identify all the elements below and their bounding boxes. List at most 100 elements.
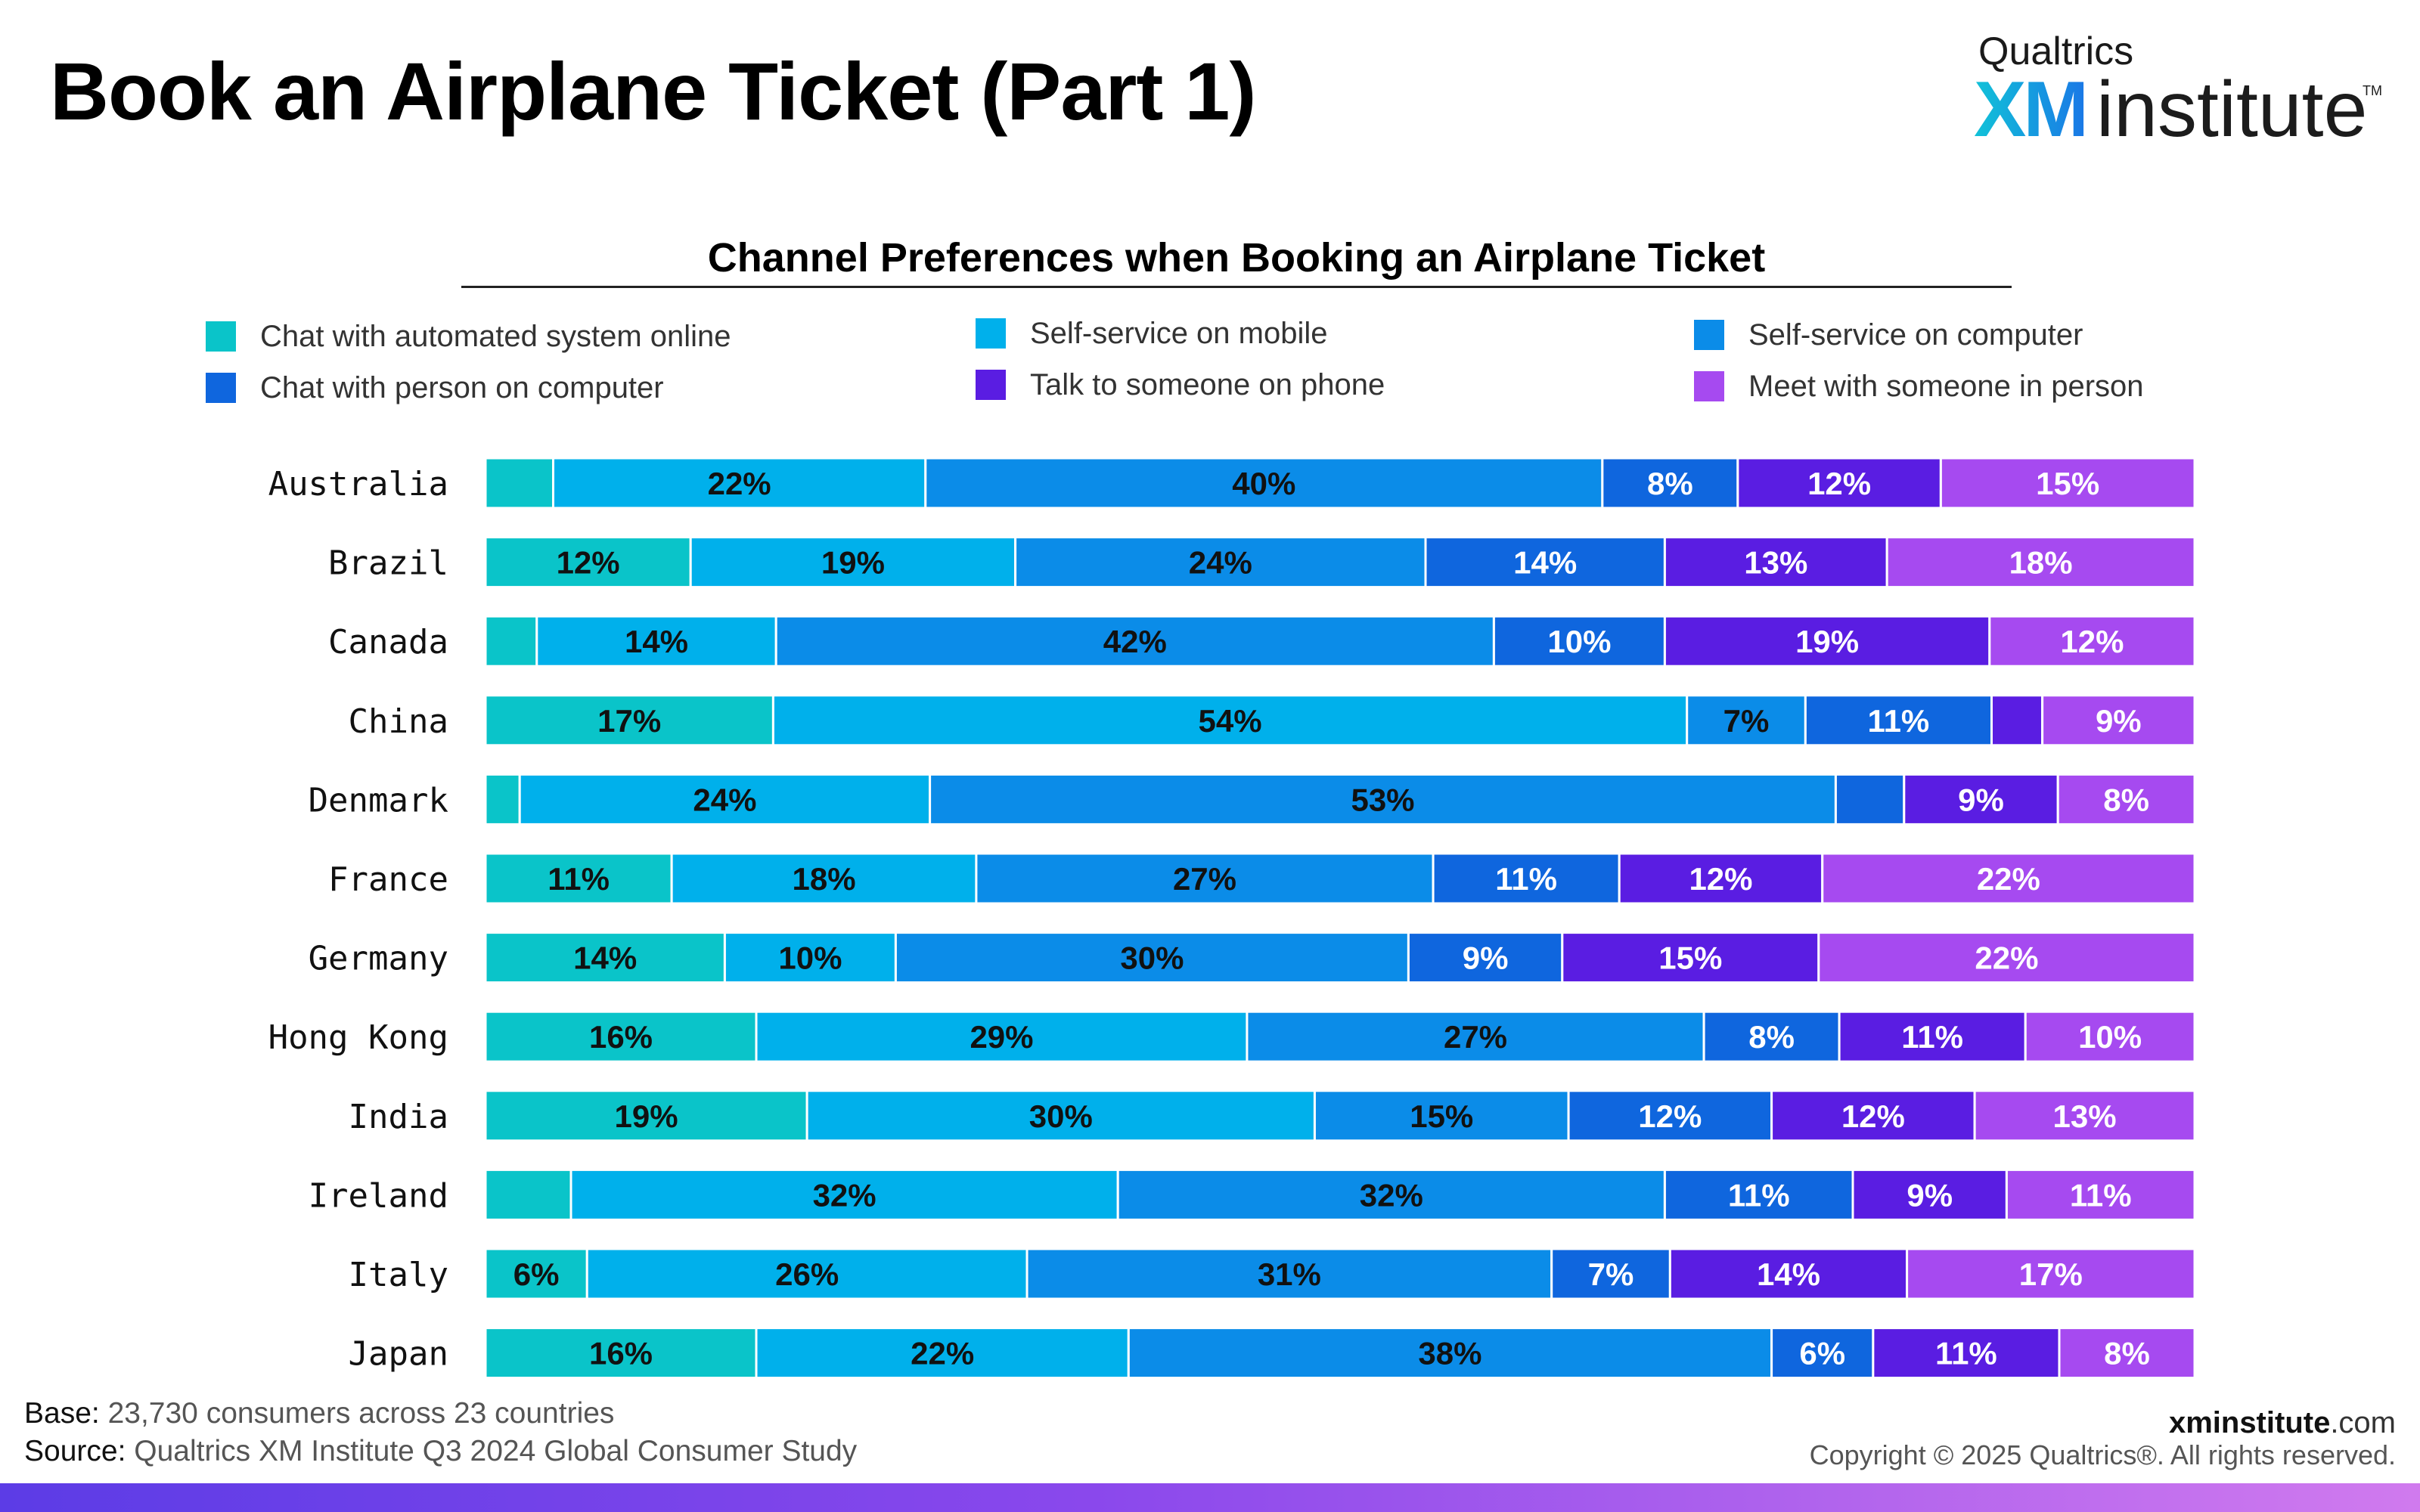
category-label: Ireland	[309, 1176, 448, 1215]
bar-segment	[1702, 1010, 1841, 1063]
bar-data-label: 13%	[1744, 545, 1807, 581]
bar-data-label: 8%	[1748, 1019, 1795, 1055]
bar-data-label: 8%	[2103, 782, 2149, 817]
footer-base: Base: 23,730 consumers across 23 countri…	[24, 1397, 614, 1430]
footer-copyright: Copyright © 2025 Qualtrics®. All rights …	[1809, 1439, 2396, 1470]
bar-segment	[2005, 1168, 2196, 1221]
bar-segment	[1492, 615, 1666, 668]
bar-data-label: 12%	[1807, 466, 1871, 501]
bar-segment	[1903, 773, 2059, 826]
bar-data-label: 53%	[1351, 782, 1414, 817]
category-label: China	[349, 702, 448, 741]
logo-qualtrics-text: Qualtrics	[1978, 29, 2134, 73]
bar-segment	[2041, 694, 2196, 747]
bar-segment	[484, 852, 673, 905]
bar-data-label: 11%	[548, 861, 610, 897]
bar-data-label: 9%	[1463, 940, 1509, 976]
bar-segment	[1663, 615, 1991, 668]
category-label: India	[349, 1098, 448, 1136]
bar-segment	[771, 694, 1689, 747]
bar-segment	[484, 1089, 808, 1142]
bar-data-label: 11%	[1868, 703, 1930, 739]
bar-data-label: 12%	[1689, 861, 1752, 897]
bar-data-label: 14%	[1513, 545, 1577, 581]
bar-segment	[518, 773, 932, 826]
page-title: Book an Airplane Ticket (Part 1)	[50, 45, 1256, 137]
bar-segment	[1014, 536, 1427, 589]
bar-data-label: 26%	[775, 1256, 839, 1292]
bar-data-label: 11%	[1495, 861, 1557, 897]
bar-data-label: 22%	[1977, 861, 2040, 897]
bar-data-label: 19%	[615, 1098, 678, 1134]
bar-segment	[535, 615, 777, 668]
bar-segment	[1424, 536, 1666, 589]
category-label: Hong Kong	[268, 1018, 448, 1057]
bar-segment	[484, 1327, 758, 1380]
bar-segment	[569, 1168, 1119, 1221]
bar-segment	[2058, 1327, 2196, 1380]
bar-segment	[484, 457, 554, 510]
bar-segment	[1550, 1247, 1671, 1300]
logo-xm-text: XM	[1974, 66, 2089, 153]
category-label: Japan	[349, 1335, 448, 1374]
bar-segment	[484, 615, 538, 668]
legend-item-self-service-mobile: Self-service on mobile	[976, 314, 1328, 352]
footer-source: Source: Qualtrics XM Institute Q3 2024 G…	[24, 1435, 857, 1468]
bar-data-label: 11%	[2070, 1177, 2132, 1213]
bar-data-label: 30%	[1029, 1098, 1093, 1134]
legend-item-chat-person: Chat with person on computer	[206, 369, 664, 407]
bar-segment	[1567, 1089, 1773, 1142]
bar-data-label: 11%	[1728, 1177, 1790, 1213]
bar-segment	[755, 1010, 1249, 1063]
bar-segment	[1116, 1168, 1666, 1221]
bar-data-label: 16%	[589, 1336, 653, 1371]
bar-data-label: 12%	[1841, 1098, 1905, 1134]
bar-data-label: 24%	[693, 782, 756, 817]
bar-segment	[552, 457, 927, 510]
bottom-gradient-strip	[0, 1483, 2420, 1512]
bar-segment	[1990, 694, 2044, 747]
footer-base-text: 23,730 consumers across 23 countries	[99, 1397, 615, 1430]
bar-data-label: 38%	[1418, 1336, 1481, 1371]
bar-data-label: 17%	[597, 703, 661, 739]
bar-segment	[1834, 773, 1906, 826]
legend-swatch	[206, 373, 236, 403]
bar-data-label: 10%	[778, 940, 842, 976]
bar-data-label: 9%	[2096, 703, 2142, 739]
footer-base-label: Base:	[24, 1397, 100, 1430]
bar-segment	[2024, 1010, 2196, 1063]
bar-data-label: 10%	[1547, 624, 1611, 659]
legend-label: Talk to someone on phone	[1030, 367, 1385, 401]
logo-trademark: TM	[2363, 83, 2382, 98]
qualtrics-xm-institute-logo: Qualtrics XM institute TM	[1974, 29, 2382, 153]
legend-swatch	[206, 321, 236, 352]
bar-data-label: 29%	[970, 1019, 1033, 1055]
bar-segment	[689, 536, 1017, 589]
bar-data-label: 15%	[2036, 466, 2099, 501]
bar-segment	[1127, 1327, 1773, 1380]
bar-data-label: 18%	[792, 861, 855, 897]
legend-label: Self-service on computer	[1748, 318, 2083, 352]
bar-segment	[1407, 931, 1564, 984]
bar-data-label: 8%	[2104, 1336, 2150, 1371]
bar-data-label: 12%	[2060, 624, 2124, 659]
bar-segment	[1988, 615, 2196, 668]
bar-data-label: 22%	[708, 466, 771, 501]
bar-segment	[1885, 536, 2196, 589]
bar-data-label: 40%	[1232, 466, 1295, 501]
logo-wordmark: XM institute	[1974, 67, 2367, 153]
bar-data-label: 12%	[1638, 1098, 1702, 1134]
bar-data-label: 30%	[1120, 940, 1184, 976]
bar-segment	[484, 1168, 572, 1221]
bar-segment	[1736, 457, 1942, 510]
bar-segment	[1561, 931, 1820, 984]
chart-title-underline	[461, 286, 2012, 288]
footer-website[interactable]: xminstitute.com	[2169, 1406, 2396, 1440]
bar-data-label: 7%	[1723, 703, 1770, 739]
bar-segment	[484, 1247, 588, 1300]
bar-data-label: 27%	[1173, 861, 1236, 897]
chart-title: Channel Preferences when Booking an Airp…	[707, 235, 1766, 280]
category-label: France	[328, 860, 448, 899]
bar-data-label: 22%	[1975, 940, 2038, 976]
